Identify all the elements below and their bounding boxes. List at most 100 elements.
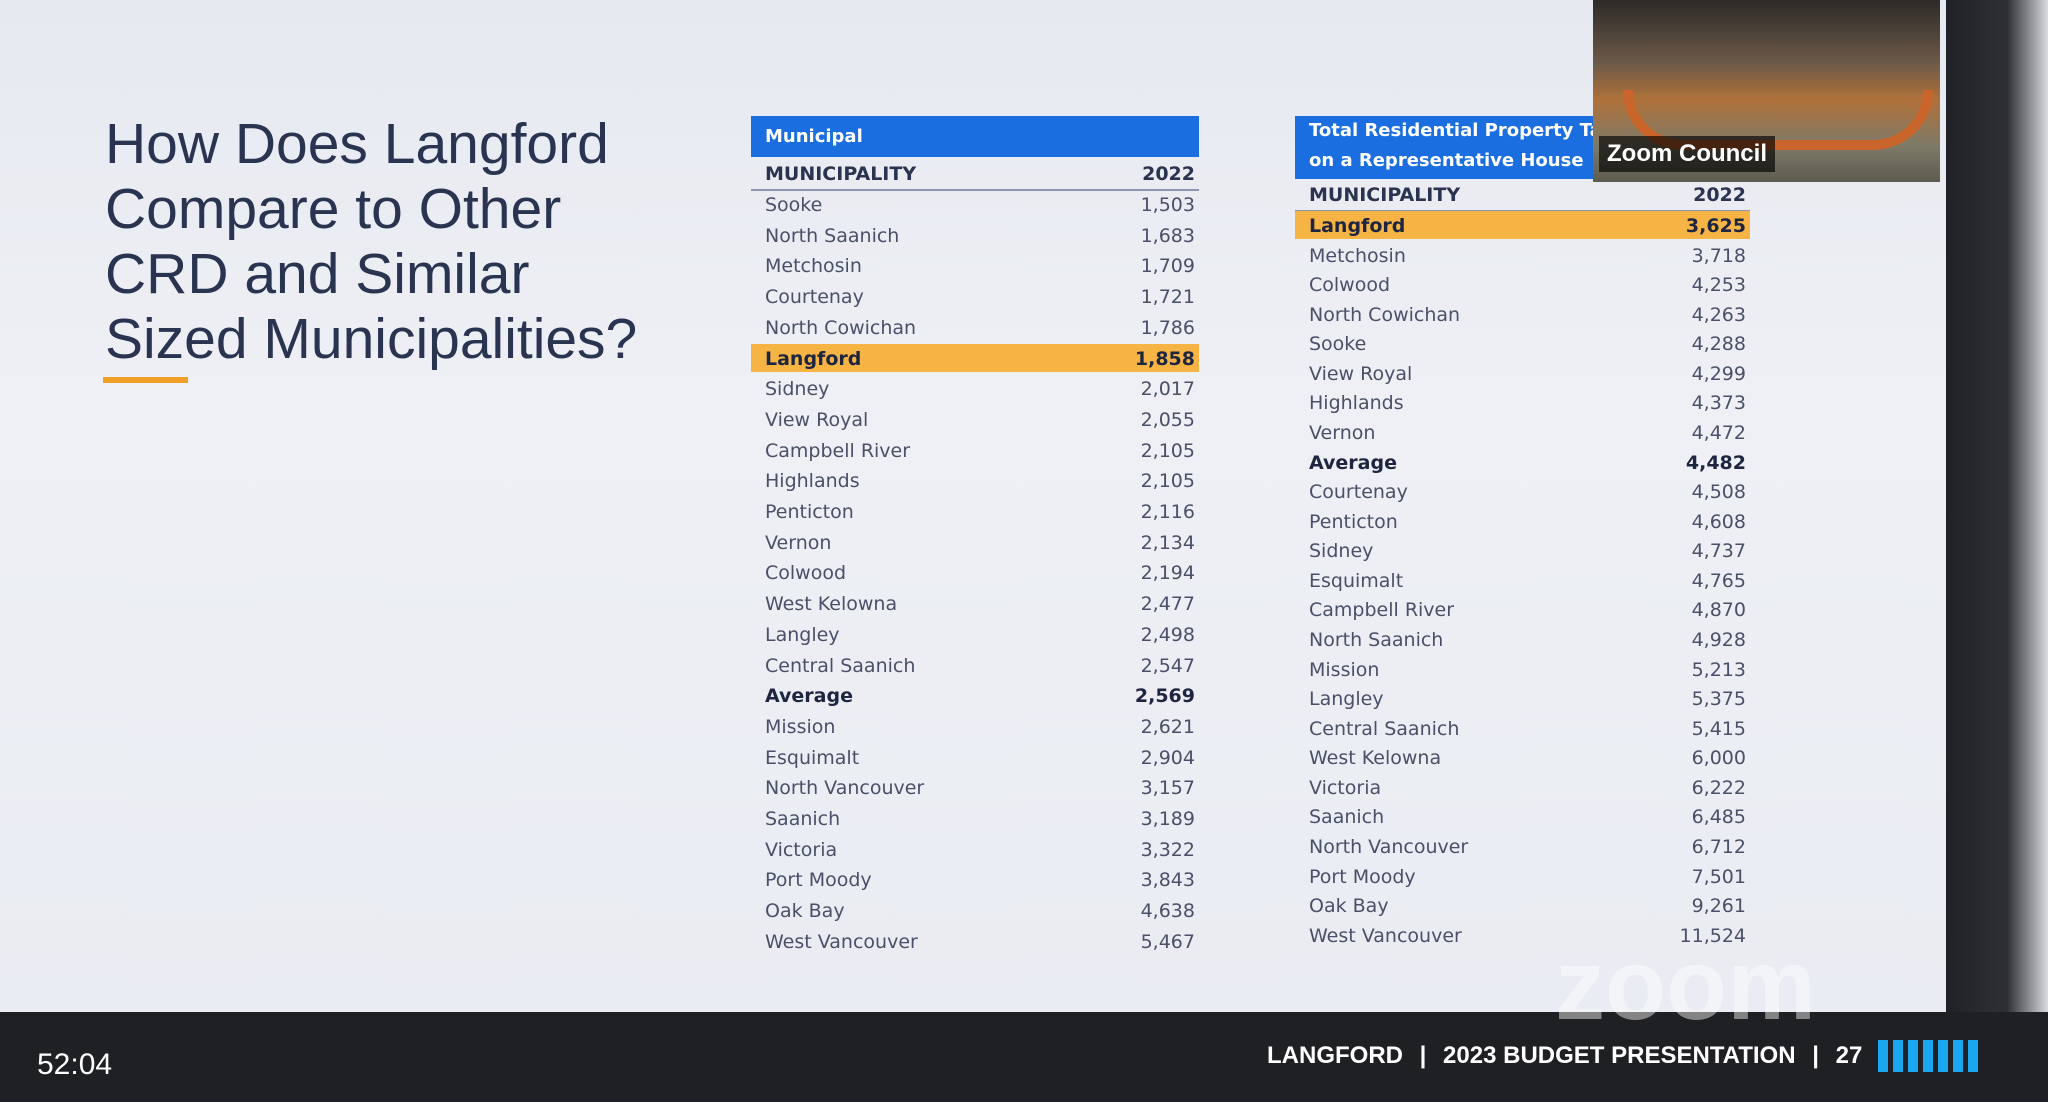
row-value: 5,415 — [1691, 717, 1746, 740]
row-name: Langley — [1309, 688, 1384, 711]
bottom-bar — [0, 1012, 2048, 1102]
row-value: 7,501 — [1691, 865, 1746, 888]
row-value: 3,157 — [1140, 777, 1195, 800]
row-value: 2,904 — [1140, 746, 1195, 769]
header-line: Municipal — [765, 126, 863, 147]
separator: | — [1419, 1042, 1427, 1069]
row-value: 3,189 — [1140, 808, 1195, 830]
row-name: Metchosin — [765, 255, 862, 278]
row-value: 2,105 — [1140, 439, 1195, 462]
row-name: Langford — [1309, 215, 1406, 237]
row-value: 6,000 — [1691, 747, 1746, 770]
participant-label: Zoom Council — [1599, 136, 1775, 172]
row-value: 4,253 — [1691, 274, 1746, 297]
row-value: 2,569 — [1134, 685, 1195, 708]
row-name: Courtenay — [1309, 481, 1408, 504]
row-name: Langley — [765, 623, 840, 646]
row-name: West Kelowna — [765, 593, 898, 616]
row-value: 5,213 — [1691, 658, 1746, 681]
row-name: Esquimalt — [1309, 569, 1404, 592]
row-value: 2,621 — [1140, 715, 1195, 738]
row-value: 2,547 — [1140, 654, 1195, 677]
row-value: 2,116 — [1140, 501, 1195, 523]
row-name: Central Saanich — [765, 654, 916, 677]
row-value: 2,105 — [1140, 470, 1195, 493]
row-value: 4,299 — [1691, 362, 1746, 385]
row-name: Saanich — [1309, 806, 1385, 829]
row-value: 11,524 — [1679, 924, 1746, 947]
row-value: 4,508 — [1691, 481, 1746, 504]
row-name: Langford — [765, 347, 862, 370]
row-name: Sooke — [765, 194, 823, 216]
row-value: 1,858 — [1134, 347, 1195, 370]
row-name: Colwood — [1309, 274, 1391, 297]
row-name: Victoria — [1309, 776, 1382, 799]
row-value: 6,712 — [1691, 835, 1746, 858]
row-value: 5,467 — [1140, 930, 1195, 953]
video-thumbnail[interactable]: Zoom Council — [1593, 0, 1940, 182]
row-value: 5,375 — [1691, 688, 1746, 711]
row-name: Penticton — [765, 501, 854, 523]
title-line: How Does Langford — [105, 112, 609, 176]
row-name: Vernon — [765, 531, 832, 554]
row-value: 4,928 — [1691, 628, 1746, 651]
row-value: 3,718 — [1691, 244, 1746, 267]
row-name: Sidney — [765, 378, 830, 401]
highlight-row — [1295, 211, 1750, 239]
footer-org: LANGFORD — [1267, 1042, 1403, 1069]
row-name: Oak Bay — [765, 900, 845, 923]
row-value: 4,288 — [1691, 333, 1746, 356]
row-name: Colwood — [765, 562, 847, 585]
row-value: 4,608 — [1691, 510, 1746, 533]
row-name: Average — [765, 685, 853, 708]
row-name: North Vancouver — [1309, 835, 1469, 858]
row-name: Campbell River — [1309, 599, 1455, 622]
row-value: 1,503 — [1140, 194, 1195, 216]
bezel — [1946, 0, 2048, 1102]
footer-presentation: 2023 BUDGET PRESENTATION — [1443, 1042, 1796, 1069]
row-value: 4,870 — [1691, 599, 1746, 622]
row-name: Courtenay — [765, 286, 864, 309]
row-name: North Saanich — [765, 224, 900, 247]
header-rule — [751, 189, 1199, 191]
row-value: 4,737 — [1691, 540, 1746, 563]
title-line: CRD and Similar — [105, 242, 530, 306]
row-name: Esquimalt — [765, 746, 860, 769]
row-name: Campbell River — [765, 439, 911, 462]
row-value: 6,222 — [1691, 776, 1746, 799]
zoom-watermark: zoom — [1555, 929, 1817, 1041]
elapsed-time: 52:04 — [37, 1048, 113, 1081]
row-name: Port Moody — [765, 869, 872, 892]
row-name: View Royal — [765, 408, 869, 431]
column-header: 2022 — [1142, 163, 1195, 185]
row-name: Sooke — [1309, 333, 1367, 356]
row-name: West Vancouver — [1309, 924, 1462, 947]
header-line: Total Residential Property Taxe — [1309, 120, 1626, 141]
column-header: MUNICIPALITY — [765, 163, 917, 185]
row-value: 1,683 — [1140, 224, 1195, 247]
column-header: 2022 — [1693, 184, 1746, 206]
row-name: North Saanich — [1309, 628, 1444, 651]
title-underline — [103, 377, 188, 383]
row-name: Metchosin — [1309, 244, 1406, 267]
row-name: North Cowichan — [765, 316, 917, 339]
row-value: 1,709 — [1140, 255, 1195, 278]
column-header: MUNICIPALITY — [1309, 184, 1461, 206]
row-value: 9,261 — [1691, 895, 1746, 918]
row-name: North Cowichan — [1309, 303, 1461, 326]
row-name: Saanich — [765, 808, 841, 830]
row-value: 1,786 — [1140, 316, 1195, 339]
row-name: Highlands — [765, 470, 860, 493]
row-value: 4,765 — [1691, 569, 1746, 592]
row-value: 3,625 — [1685, 215, 1746, 237]
row-name: Mission — [1309, 658, 1380, 681]
row-value: 3,322 — [1140, 838, 1195, 861]
title-line: Sized Municipalities? — [105, 307, 638, 371]
slide-footer: LANGFORD | 2023 BUDGET PRESENTATION | 27 — [1267, 1042, 1862, 1070]
signal-bars — [1878, 1040, 1978, 1072]
row-value: 4,638 — [1140, 900, 1195, 923]
row-name: Sidney — [1309, 540, 1374, 563]
row-name: West Kelowna — [1309, 747, 1442, 770]
row-value: 2,498 — [1140, 623, 1195, 646]
